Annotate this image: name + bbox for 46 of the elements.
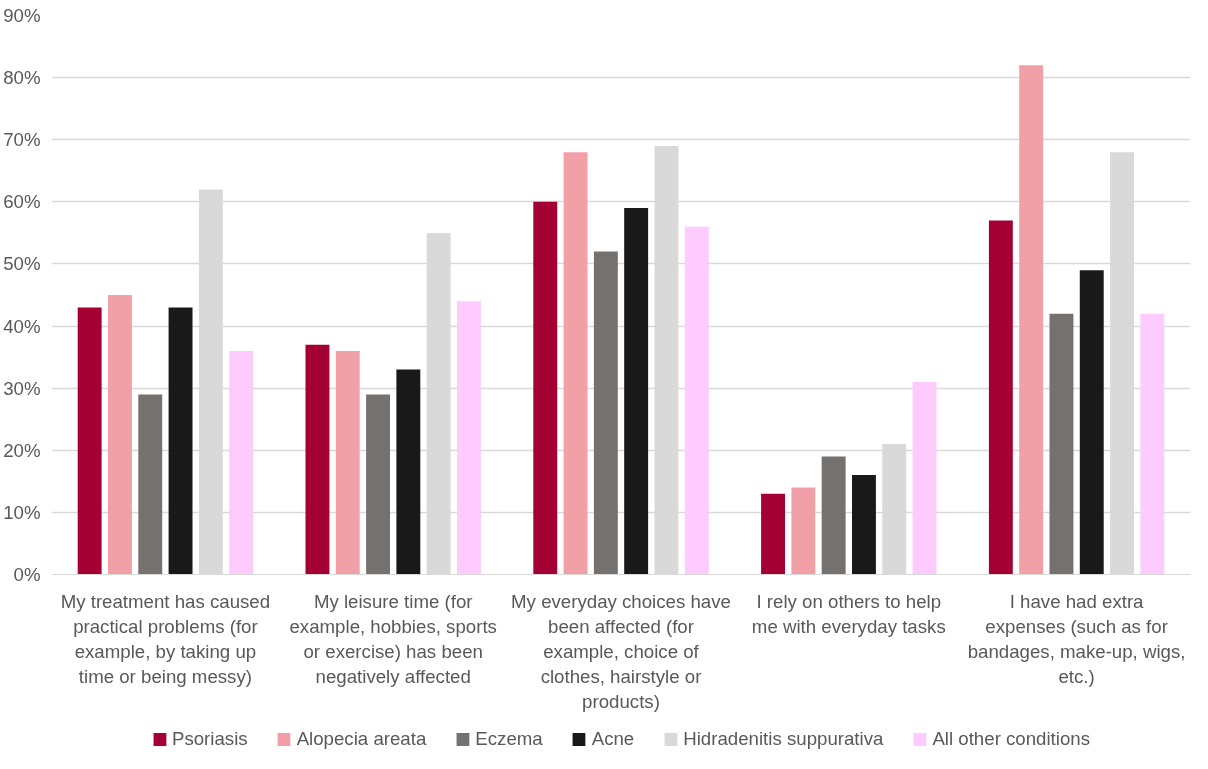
y-tick-label: 70% <box>3 129 41 151</box>
bar <box>396 369 421 575</box>
y-tick-label: 90% <box>3 5 41 26</box>
legend-label: Acne <box>591 728 635 750</box>
bar <box>305 344 330 575</box>
bar <box>1049 313 1074 575</box>
bar <box>988 220 1013 575</box>
bar <box>533 201 558 575</box>
bar <box>335 350 360 575</box>
bar <box>791 487 816 575</box>
y-tick-label: 30% <box>3 377 41 399</box>
x-tick-label: My treatment has caused practical problems (for example, by taking up time or being messy) <box>60 590 271 688</box>
bar <box>1019 65 1044 575</box>
legend-label: Psoriasis <box>171 728 248 750</box>
x-tick-label: My leisure time (for example, hobbies, sports or exercise) has been negatively affected <box>289 590 497 688</box>
bar <box>821 456 846 575</box>
y-tick-label: 50% <box>3 253 41 275</box>
x-tick-label: I rely on others to help me with everyday tasks <box>751 590 946 637</box>
y-tick-label: 80% <box>3 67 41 89</box>
bar <box>1079 270 1104 575</box>
bar <box>366 394 391 575</box>
y-tick-label: 40% <box>3 315 41 337</box>
legend-label: Alopecia areata <box>296 728 427 750</box>
bar <box>77 307 102 575</box>
bar <box>563 152 588 575</box>
bar <box>168 307 193 575</box>
bar <box>761 493 786 575</box>
bar <box>107 295 132 575</box>
bar <box>229 350 254 575</box>
y-tick-label: 20% <box>3 439 41 461</box>
legend-label: All other conditions <box>932 728 1091 750</box>
bar <box>593 251 618 575</box>
y-tick-label: 10% <box>3 501 41 523</box>
bar <box>1140 313 1165 575</box>
bar <box>456 301 481 575</box>
x-tick-label: I have had extra expenses (such as for bandages, make-up, wigs, etc.) <box>967 590 1186 688</box>
y-tick-label: 0% <box>13 564 41 585</box>
bar <box>138 394 163 575</box>
legend-label: Hidradenitis suppurativa <box>683 728 884 750</box>
bar <box>624 208 649 575</box>
bar <box>684 226 709 575</box>
bar <box>851 475 876 575</box>
legend-label: Eczema <box>475 728 543 750</box>
x-tick-label: My everyday choices have been affected (for example, choice of clothes, hairstyle or products) <box>511 590 731 713</box>
bar <box>912 381 937 575</box>
y-tick-label: 60% <box>3 191 41 213</box>
